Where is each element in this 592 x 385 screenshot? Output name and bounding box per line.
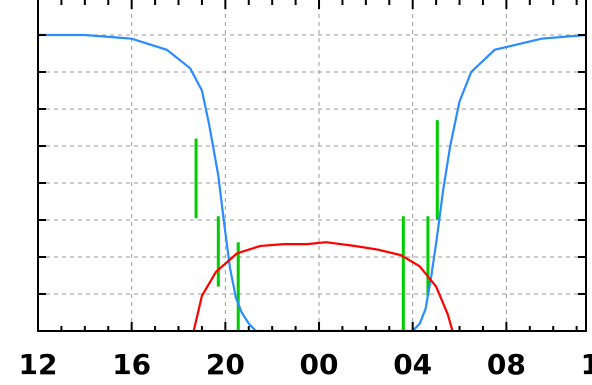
x-tick-label: 00	[300, 348, 339, 381]
x-tick-label: 16	[112, 348, 151, 381]
series-lines	[38, 33, 586, 331]
x-tick-label: 12	[19, 348, 58, 381]
blue-series-line	[38, 33, 586, 331]
x-tick-label: 04	[393, 348, 432, 381]
green-bars	[194, 120, 439, 331]
red-series-line	[192, 241, 454, 331]
plot-frame	[37, 0, 587, 332]
x-tick-label: 12	[581, 348, 592, 381]
x-tick-label: 20	[206, 348, 245, 381]
x-tick-labels: 12 16 20 00 04 08 12	[19, 348, 592, 381]
grid	[38, 0, 586, 331]
ticks	[37, 0, 586, 331]
x-tick-label: 08	[487, 348, 526, 381]
